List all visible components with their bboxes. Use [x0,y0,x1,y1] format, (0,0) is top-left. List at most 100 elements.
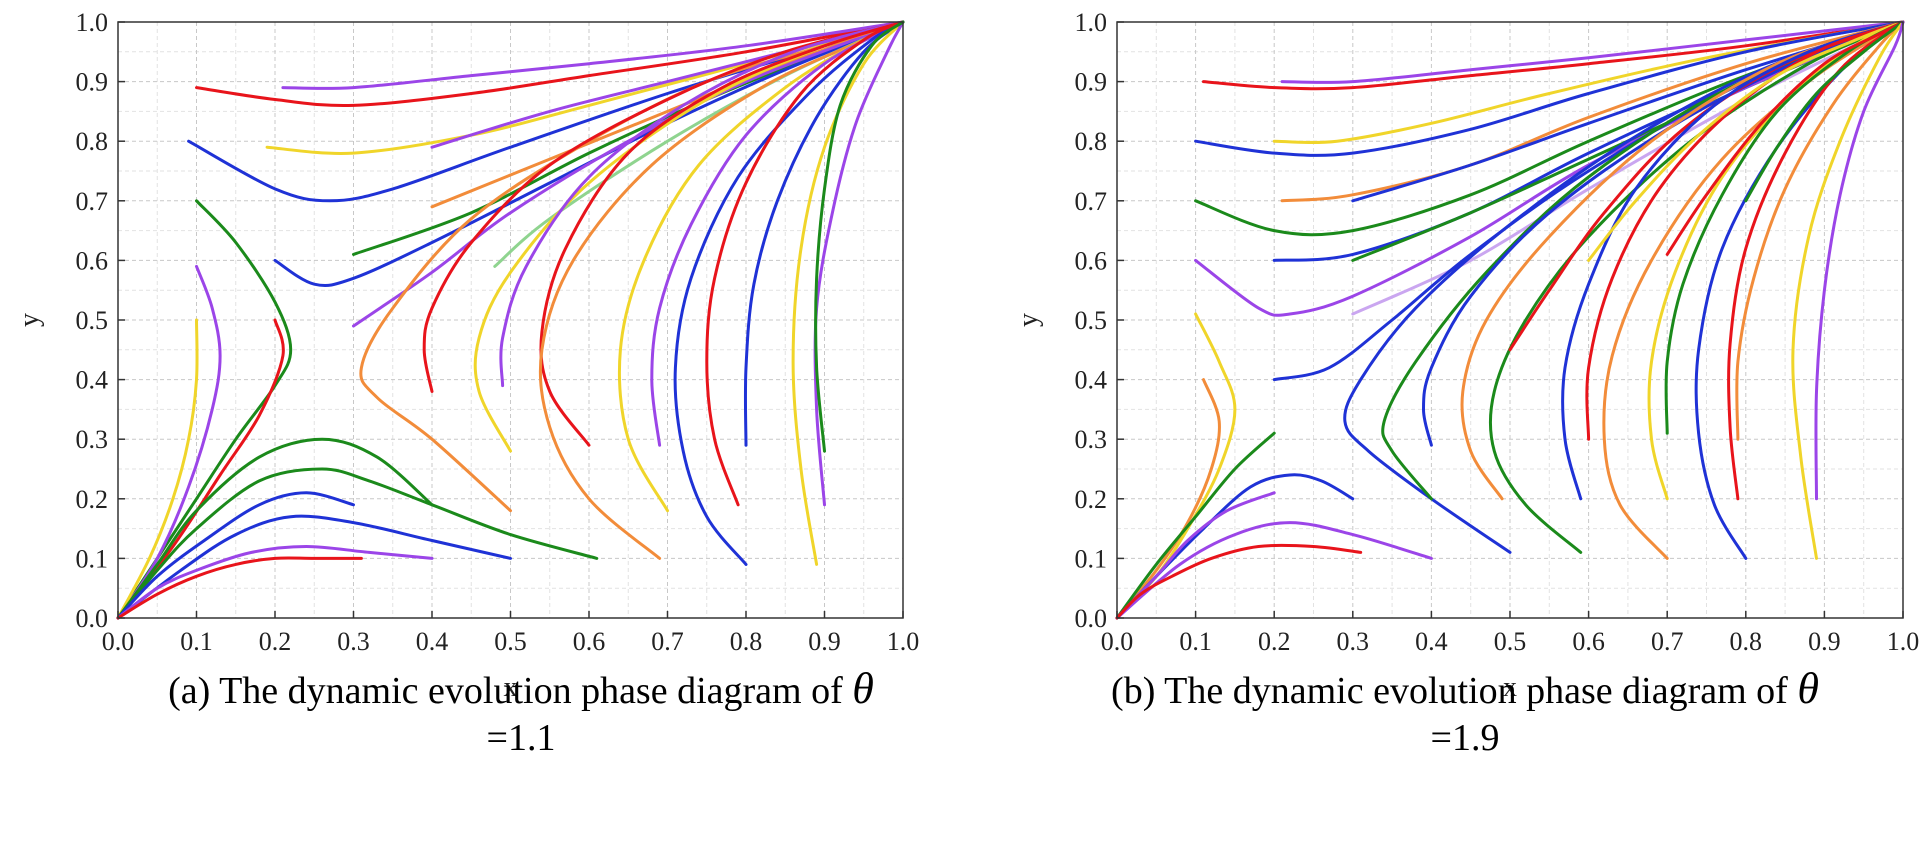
y-tick-label: 0.7 [1075,187,1108,216]
x-tick-label: 0.4 [416,627,449,656]
caption-b-theta-value: =1.9 [1430,717,1500,759]
series-line-b-red-05 [1508,20,1905,352]
series-line-b-purple-01 [1115,521,1433,620]
y-tick-label: 0.3 [1075,425,1108,454]
y-tick-label: 0.0 [1075,604,1108,633]
y-tick-label: 0.4 [1075,366,1108,395]
series-line-a-green-sep [116,467,599,620]
series-line-a-purple-09b [813,20,905,507]
series-line-a-blue-02 [116,491,355,620]
series-line-b-orange-04 [1115,378,1221,620]
series-line-a-purple-05 [116,264,222,620]
y-tick-label: 0.2 [1075,485,1108,514]
series-line-b-green-05 [1488,20,1905,554]
x-tick-label: 0.7 [1651,627,1684,656]
y-tick-label: 0.2 [76,485,109,514]
series-line-a-yellow-05 [116,318,199,620]
x-tick-label: 0.2 [1258,627,1291,656]
y-tick-label: 1.0 [1075,8,1108,37]
y-tick-label: 0.5 [1075,306,1108,335]
series-line-a-blue-08b [743,20,905,447]
series-line-a-green-09 [814,20,905,453]
x-tick-label: 0.8 [1730,627,1763,656]
series-line-b-yellow-05 [1115,312,1237,620]
series-line-b-green-07b [1664,20,1905,435]
x-tick-label: 0.1 [1179,627,1212,656]
series-line-a-orange-06 [538,20,905,560]
series-line-a-purple-05b [352,20,905,328]
x-tick-label: 0.3 [337,627,370,656]
y-tick-label: 0.3 [76,425,109,454]
y-tick-label: 0.6 [76,246,109,275]
y-tick-label: 0.8 [76,127,109,156]
y-tick-label: 0.6 [1075,246,1108,275]
series-line-a-blue-06 [273,20,905,288]
series-line-a-purple-01 [116,545,434,620]
series-line-b-yellow-09 [1791,20,1905,560]
x-tick-label: 0.1 [180,627,213,656]
y-tick-label: 0.0 [76,604,109,633]
series-line-b-red-09 [1202,20,1905,91]
series-line-a-red-08 [705,20,905,507]
y-tick-label: 0.1 [76,544,109,573]
x-tick-label: 1.0 [1887,627,1920,656]
y-tick-label: 0.7 [76,187,109,216]
x-tick-label: 0.8 [730,627,763,656]
y-tick-label: 0.8 [1075,127,1108,156]
series-line-a-green-03 [116,437,434,620]
series-line-a-purple-07 [650,20,905,447]
caption-panel-b: (b) The dynamic evolution phase diagram … [1000,665,1930,762]
theta-symbol-a: θ [852,664,874,713]
y-tick-label: 0.5 [76,306,109,335]
x-tick-label: 1.0 [887,627,920,656]
series-line-b-red-07 [1665,20,1905,256]
series-line-b-yellow-06 [1587,20,1905,262]
series-line-b-light-purple [1351,20,1905,316]
x-tick-label: 0.6 [573,627,606,656]
series-line-b-red-01 [1115,543,1363,620]
y-tick-label: 0.9 [1075,68,1108,97]
x-tick-label: 0.4 [1415,627,1448,656]
x-tick-label: 0.5 [494,627,527,656]
series-line-b-orange-07 [1280,20,1905,203]
series-line-a-blue-07 [673,20,905,566]
series-line-b-blue-04b [1422,20,1905,447]
x-tick-label: 0.0 [1101,627,1134,656]
series-line-b-orange-05 [1460,20,1905,501]
series-line-b-blue-06b [1561,20,1905,501]
caption-a-text: (a) The dynamic evolution phase diagram … [168,670,843,712]
theta-symbol-b: θ [1797,664,1819,713]
series-line-b-purple-09 [1280,20,1905,84]
panel-a-chart: 0.0 0.1 0.2 0.3 0.4 0.5 0.6 0.7 0.8 0.9 1.0 0.0 0.1 0… [14,8,919,703]
x-tick-label: 0.6 [1572,627,1605,656]
x-tick-label: 0.0 [102,627,135,656]
series-line-a-red-06 [539,20,905,447]
series-line-b-green-08 [1744,20,1905,203]
x-axis-label: x [1503,672,1517,703]
series-line-b-blue-sep [1343,20,1905,554]
y-tick-label: 1.0 [76,8,109,37]
series-line-a-purple-09 [281,20,905,90]
panel-b-chart: 0.0 0.1 0.2 0.3 0.4 0.5 0.6 0.7 0.8 0.9 1.0 0.0 0.1 0… [1013,8,1919,703]
y-tick-label: 0.4 [76,366,109,395]
series-line-b-purple-02 [1115,491,1276,620]
series-line-b-green-03 [1115,431,1276,620]
x-tick-label: 0.9 [808,627,841,656]
series-line-b-blue-08 [1194,20,1905,157]
series-line-a-yellow-09 [791,20,905,566]
y-tick-label: 0.9 [76,68,109,97]
series-line-b-red-06 [1585,20,1905,441]
caption-b-text: (b) The dynamic evolution phase diagram … [1111,670,1788,712]
y-tick-label: 0.1 [1075,544,1108,573]
x-tick-label: 0.7 [651,627,684,656]
series-line-a-red-05 [116,318,285,620]
x-axis-label: x [504,672,518,703]
series-line-a-red-01 [116,556,363,620]
caption-a-theta-value: =1.1 [486,717,556,759]
series-line-a-red-04 [422,20,905,393]
x-tick-label: 0.2 [259,627,292,656]
y-axis-label: y [1013,313,1044,327]
x-tick-label: 0.3 [1337,627,1370,656]
x-tick-label: 0.5 [1494,627,1527,656]
